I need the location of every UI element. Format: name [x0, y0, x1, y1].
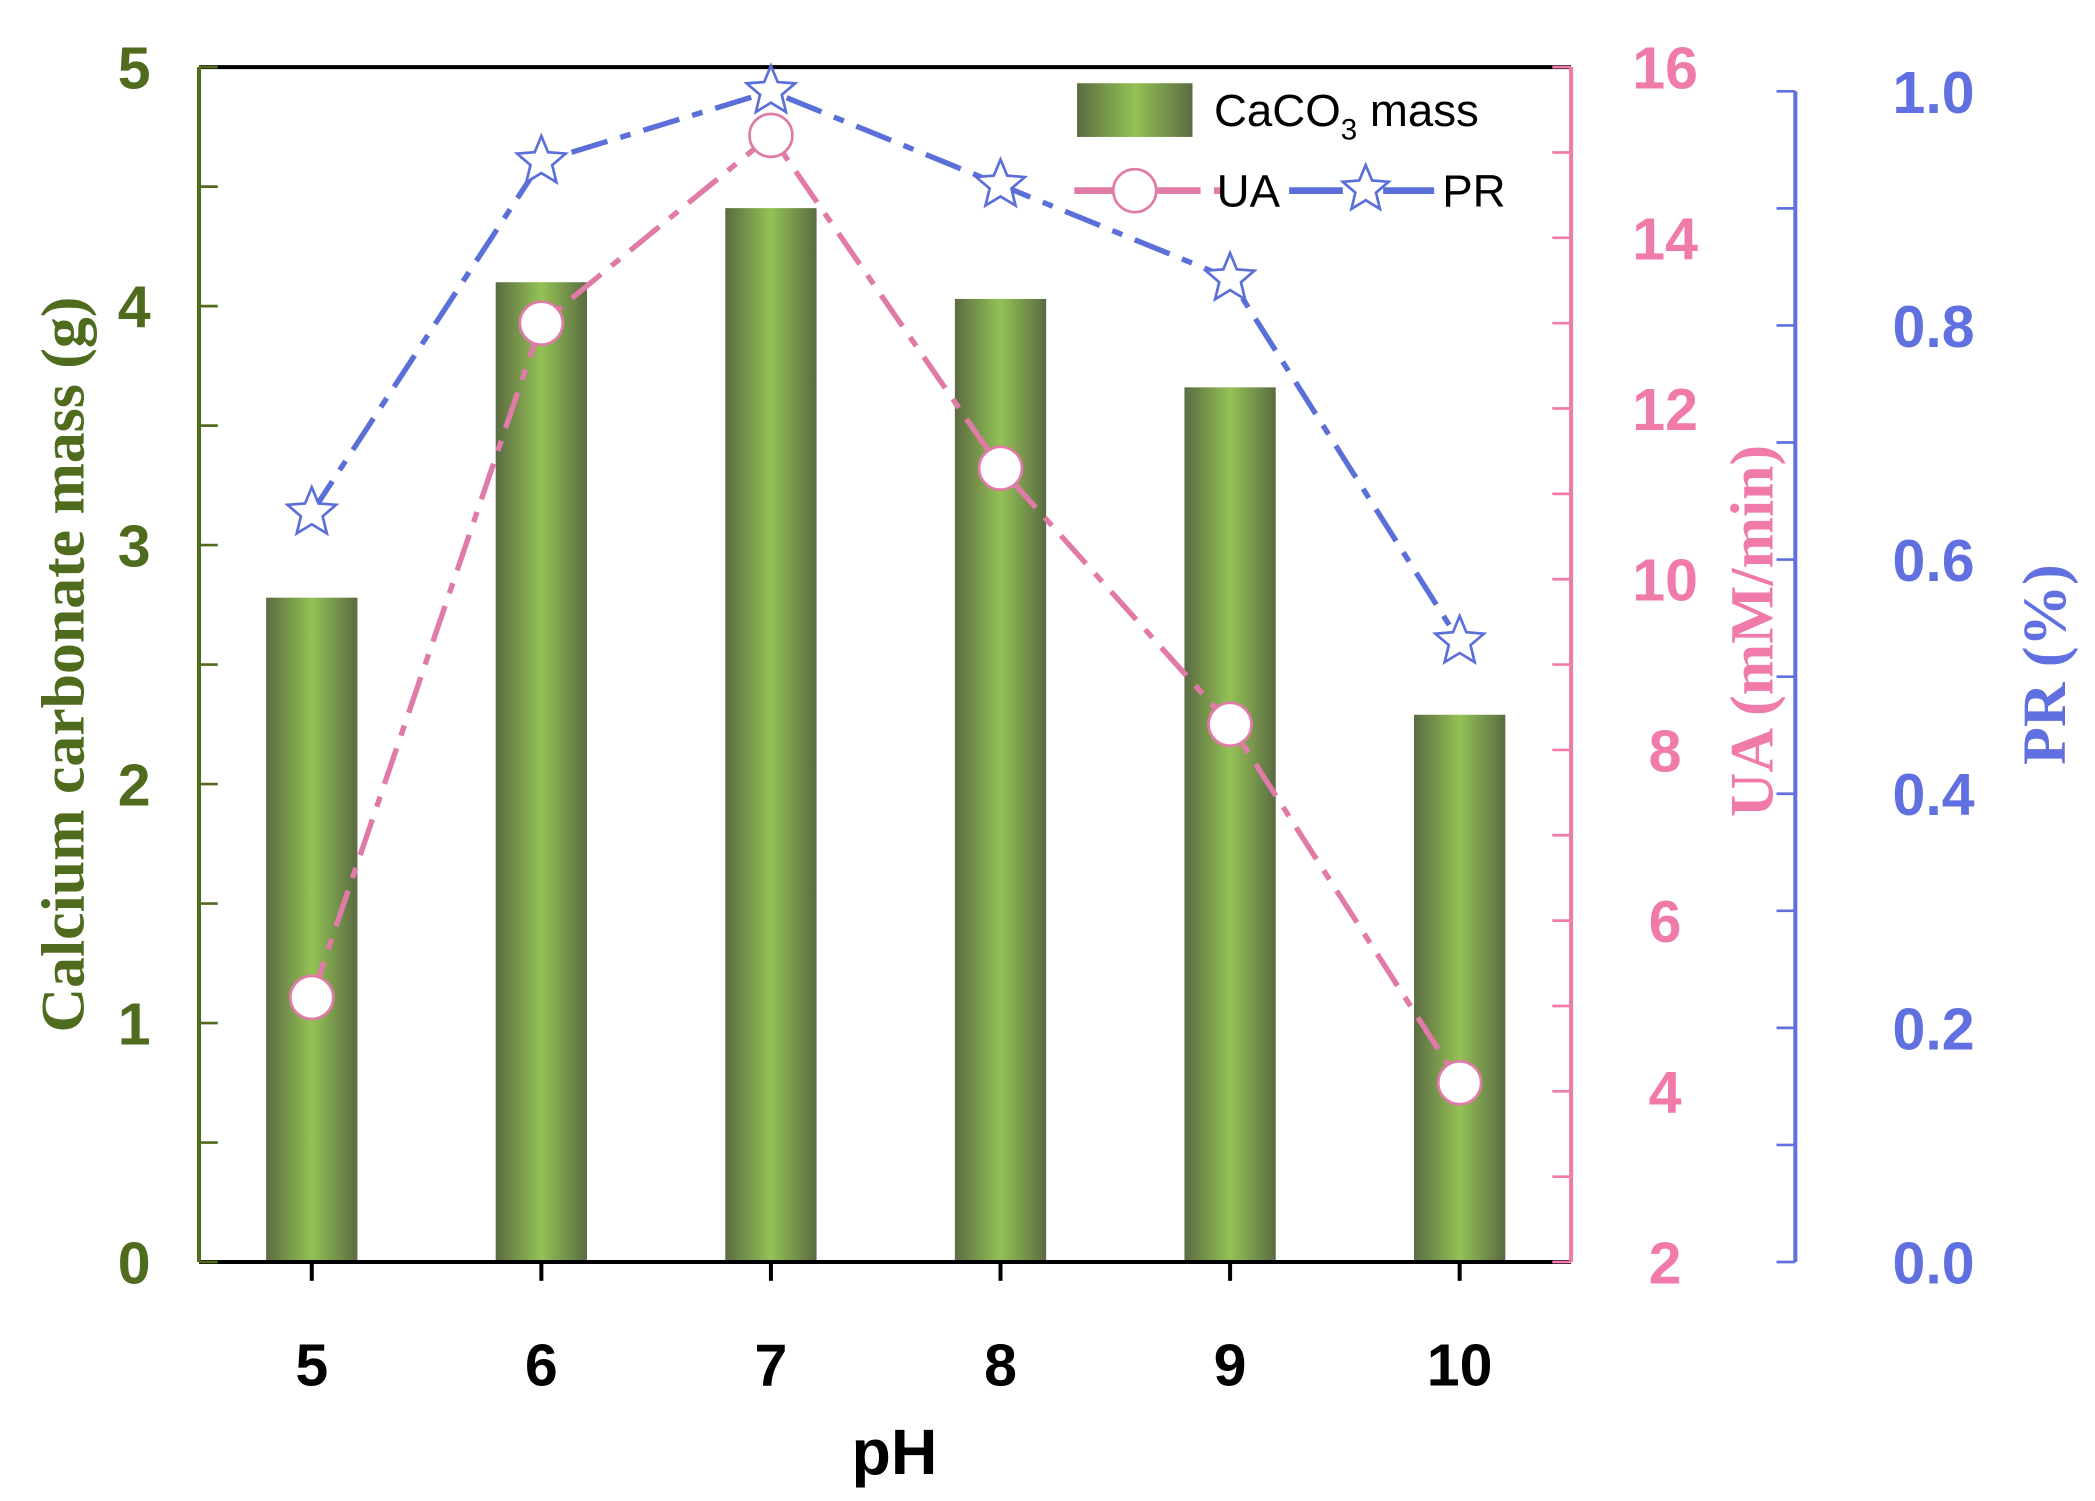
left-tick-label: 2 [118, 753, 151, 819]
pr-point-9 [1202, 249, 1258, 303]
legend-pr-label: PR [1442, 166, 1505, 217]
pr-tick-label: 0.2 [1893, 996, 1975, 1062]
x-axis-label: pH [851, 1416, 937, 1488]
left-tick-label: 4 [118, 275, 151, 341]
ua-axis-label: UA (mM/min) [1718, 445, 1786, 817]
x-tick-label: 6 [525, 1333, 558, 1399]
pr-point-7 [743, 62, 799, 115]
pr-axis-label: PR (%) [2011, 564, 2079, 765]
pr-point-8 [972, 156, 1029, 209]
pr-point-10 [1432, 612, 1488, 665]
bar-9 [1184, 387, 1276, 1263]
bar-8 [954, 298, 1047, 1263]
ua-point-6 [518, 300, 565, 347]
ua-tick-label: 6 [1649, 889, 1682, 955]
pr-point-6 [513, 132, 569, 186]
left-tick-label: 3 [118, 514, 151, 580]
ua-tick-label: 2 [1649, 1231, 1682, 1297]
pr-tick-label: 0.0 [1893, 1231, 1975, 1297]
ua-tick-label: 14 [1632, 206, 1698, 272]
ua-tick-label: 8 [1649, 718, 1682, 784]
pr-tick-label: 1.0 [1893, 60, 1975, 126]
bar-10 [1414, 714, 1506, 1263]
legend-pr-marker [1339, 161, 1392, 212]
legend: CaCO3 mass UA PR [1074, 83, 1506, 217]
x-tick-label: 7 [754, 1333, 787, 1399]
x-tick-label: 8 [984, 1333, 1017, 1399]
x-tick-label: 9 [1214, 1333, 1247, 1399]
pr-tick-label: 0.8 [1893, 294, 1975, 360]
legend-ua-label: UA [1217, 166, 1281, 217]
bar-5 [266, 597, 358, 1263]
ua-point-9 [1207, 701, 1253, 748]
ua-tick-label: 10 [1632, 548, 1698, 614]
ua-tick-label: 4 [1649, 1060, 1682, 1126]
pr-tick-label: 0.4 [1893, 762, 1975, 828]
bar-7 [725, 208, 817, 1263]
ua-point-8 [977, 445, 1024, 492]
ua-tick-label: 16 [1632, 36, 1698, 102]
pr-tick-label: 0.6 [1893, 528, 1975, 594]
legend-bar-label: CaCO3 mass [1214, 85, 1479, 146]
legend-bar-swatch [1077, 83, 1193, 137]
bar-6 [495, 282, 587, 1263]
ua-tick-label: 12 [1632, 377, 1698, 443]
left-axis-label: Calcium carbonate mass (g) [30, 297, 98, 1033]
pr-point-5 [284, 483, 340, 537]
ua-line [309, 131, 1462, 1085]
legend-ua-marker [1111, 167, 1158, 214]
x-tick-label: 10 [1427, 1333, 1493, 1399]
ua-point-10 [1436, 1059, 1483, 1106]
ua-point-5 [288, 974, 335, 1021]
left-tick-label: 5 [118, 36, 151, 102]
ua-point-7 [748, 112, 794, 159]
pr-line [309, 88, 1462, 643]
left-tick-label: 0 [118, 1231, 151, 1297]
left-tick-label: 1 [118, 992, 151, 1058]
x-tick-label: 5 [295, 1333, 328, 1399]
